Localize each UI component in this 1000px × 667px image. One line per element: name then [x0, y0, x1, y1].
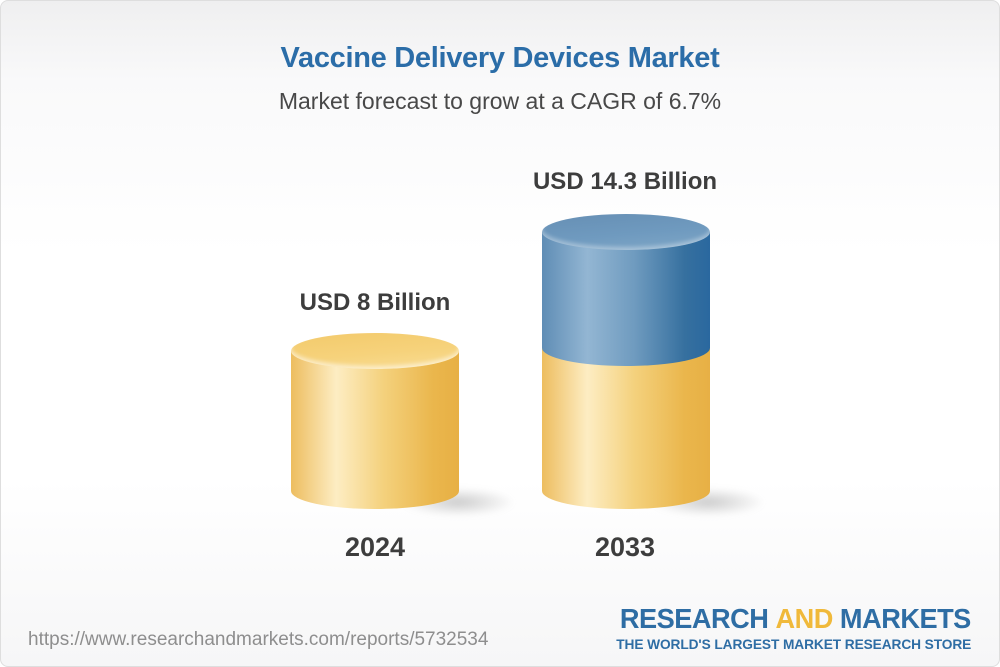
bar-2033-top-cap — [542, 214, 710, 250]
report-url: https://www.researchandmarkets.com/repor… — [28, 629, 489, 650]
logo-and-text: AND — [775, 603, 834, 634]
bar-2024-category-label: 2024 — [344, 532, 406, 562]
bar-2024-cylinder — [291, 333, 459, 509]
chart-title: Vaccine Delivery Devices Market — [280, 42, 720, 74]
bar-2033-base-segment — [542, 348, 710, 491]
brand-logo-wordmark: RESEARCH AND MARKETS — [620, 603, 971, 635]
bar-2033-growth-segment — [542, 232, 710, 348]
bar-2033-value-label: USD 14.3 Billion — [532, 168, 718, 195]
logo-markets-text: MARKETS — [840, 603, 971, 634]
brand-tagline: THE WORLD'S LARGEST MARKET RESEARCH STOR… — [616, 636, 971, 652]
bar-2024-top-cap — [291, 333, 459, 369]
bar-2024-body — [291, 351, 459, 491]
bar-2033-cylinder — [542, 214, 710, 509]
bar-2024-value-label: USD 8 Billion — [299, 289, 451, 316]
brand-logo: RESEARCH AND MARKETS THE WORLD'S LARGEST… — [609, 603, 971, 652]
bar-2033-category-label: 2033 — [594, 532, 656, 562]
logo-research-text: RESEARCH — [620, 603, 769, 634]
chart-subtitle: Market forecast to grow at a CAGR of 6.7… — [278, 88, 722, 114]
